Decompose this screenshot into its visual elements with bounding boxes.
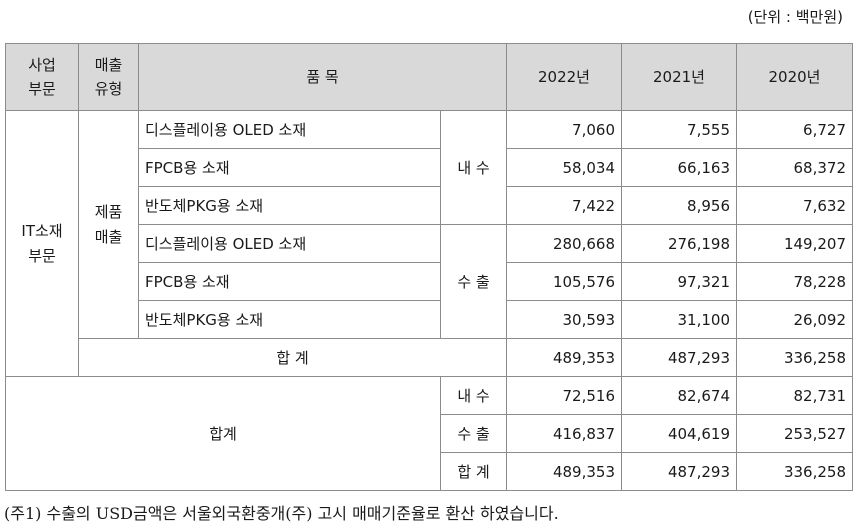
segment-cell: IT소재 부문 (5, 110, 79, 377)
total-row-label: 내 수 (440, 376, 507, 415)
value-2022: 58,034 (506, 148, 622, 187)
item-cell: 반도체PKG용 소재 (138, 186, 441, 225)
value-2021: 82,674 (621, 376, 737, 415)
value-2022: 72,516 (506, 376, 622, 415)
value-2020: 26,092 (736, 300, 853, 339)
domestic-label: 내 수 (440, 110, 507, 225)
total-label: 합계 (5, 376, 441, 491)
value-2021: 7,555 (621, 110, 737, 149)
value-2020: 336,258 (736, 452, 853, 491)
value-2021: 276,198 (621, 224, 737, 263)
header-2022: 2022년 (506, 43, 622, 111)
table-row: FPCB용 소재 105,576 97,321 78,228 (6, 262, 853, 301)
header-2020: 2020년 (736, 43, 853, 111)
item-cell: 디스플레이용 OLED 소재 (138, 224, 441, 263)
unit-label: (단위 : 백만원) (747, 8, 843, 26)
sales-table: 사업 부문 매출 유형 품 목 2022년 2021년 2020년 IT소재 부… (5, 43, 853, 491)
value-2021: 487,293 (621, 338, 737, 377)
value-2020: 336,258 (736, 338, 853, 377)
item-cell: FPCB용 소재 (138, 262, 441, 301)
header-item: 품 목 (138, 43, 507, 111)
value-2022: 416,837 (506, 414, 622, 453)
value-2021: 66,163 (621, 148, 737, 187)
value-2020: 82,731 (736, 376, 853, 415)
item-cell: 디스플레이용 OLED 소재 (138, 110, 441, 149)
value-2022: 7,060 (506, 110, 622, 149)
item-cell: FPCB용 소재 (138, 148, 441, 187)
table-row: 반도체PKG용 소재 30,593 31,100 26,092 (6, 300, 853, 339)
value-2020: 68,372 (736, 148, 853, 187)
header-row: 사업 부문 매출 유형 품 목 2022년 2021년 2020년 (5, 43, 853, 111)
value-2022: 105,576 (506, 262, 622, 301)
value-2020: 149,207 (736, 224, 853, 263)
total-row: 수 출 416,837 404,619 253,527 (6, 414, 853, 453)
table-row: FPCB용 소재 58,034 66,163 68,372 (6, 148, 853, 187)
header-2021: 2021년 (621, 43, 737, 111)
value-2020: 253,527 (736, 414, 853, 453)
export-label: 수 출 (440, 224, 507, 339)
value-2022: 30,593 (506, 300, 622, 339)
subtotal-label: 합 계 (78, 338, 507, 377)
footnote: (주1) 수출의 USD금액은 서울외국환중개(주) 고시 매매기준율로 환산 … (4, 504, 559, 523)
total-row: 합 계 489,353 487,293 336,258 (6, 452, 853, 491)
header-segment: 사업 부문 (5, 43, 79, 111)
value-2022: 7,422 (506, 186, 622, 225)
subtotal-row: 합 계 489,353 487,293 336,258 (6, 338, 853, 377)
table-row: 반도체PKG용 소재 7,422 8,956 7,632 (6, 186, 853, 225)
value-2022: 280,668 (506, 224, 622, 263)
value-2021: 404,619 (621, 414, 737, 453)
value-2020: 7,632 (736, 186, 853, 225)
total-row-label: 수 출 (440, 414, 507, 453)
item-cell: 반도체PKG용 소재 (138, 300, 441, 339)
value-2021: 8,956 (621, 186, 737, 225)
total-row-label: 합 계 (440, 452, 507, 491)
value-2021: 487,293 (621, 452, 737, 491)
table-row: 디스플레이용 OLED 소재 수 출 280,668 276,198 149,2… (6, 224, 853, 339)
total-row: 합계 내 수 72,516 82,674 82,731 (5, 376, 853, 491)
value-2021: 31,100 (621, 300, 737, 339)
value-2022: 489,353 (506, 338, 622, 377)
value-2020: 6,727 (736, 110, 853, 149)
value-2021: 97,321 (621, 262, 737, 301)
value-2020: 78,228 (736, 262, 853, 301)
header-sales-type: 매출 유형 (78, 43, 139, 111)
sales-type-cell: 제품 매출 (78, 110, 139, 339)
table-row: IT소재 부문 제품 매출 디스플레이용 OLED 소재 내 수 7,060 7… (5, 110, 853, 377)
value-2022: 489,353 (506, 452, 622, 491)
